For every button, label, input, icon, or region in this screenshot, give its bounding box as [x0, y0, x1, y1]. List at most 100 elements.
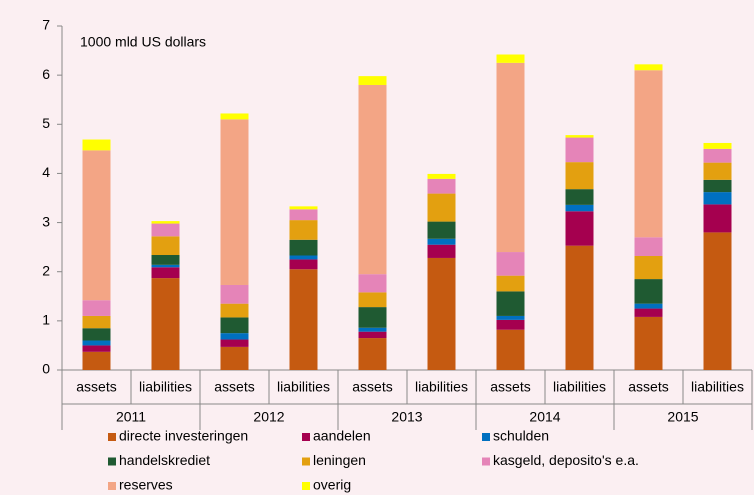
bar-segment — [151, 236, 180, 256]
y-tick-label: 2 — [42, 262, 50, 278]
bar-segment — [565, 162, 594, 190]
bar-segment — [427, 221, 456, 239]
bar-segment — [427, 193, 456, 222]
bar-segment — [151, 278, 180, 370]
x-tick-label: assets — [214, 379, 254, 395]
bar-segment — [634, 316, 663, 370]
bar-segment — [496, 291, 525, 316]
legend-swatch — [302, 433, 310, 441]
legend-swatch — [302, 482, 310, 490]
bar-segment — [703, 204, 732, 233]
bar-segment — [289, 206, 318, 210]
bar-segment — [220, 113, 249, 120]
group-label: 2015 — [667, 409, 698, 425]
y-tick-label: 5 — [42, 115, 50, 131]
y-tick-label: 3 — [42, 213, 50, 229]
bar-segment — [427, 238, 456, 245]
legend-swatch — [108, 457, 116, 466]
bar-segment — [358, 327, 387, 332]
bar-segment — [634, 279, 663, 304]
bar-segment — [703, 232, 732, 370]
bar-segment — [703, 162, 732, 180]
bar-segment — [220, 284, 249, 304]
bar-segment — [634, 64, 663, 71]
legend-swatch — [302, 457, 310, 466]
bar-segment — [220, 339, 249, 347]
bar-segment — [634, 237, 663, 256]
bar-segment — [151, 255, 180, 265]
x-tick-label: assets — [352, 379, 392, 395]
group-label: 2013 — [391, 409, 422, 425]
bar-segment — [358, 76, 387, 85]
bar-segment — [151, 264, 180, 268]
y-tick-label: 7 — [42, 17, 50, 33]
bar-segment — [220, 119, 249, 285]
bar-segment — [82, 315, 111, 329]
y-tick-label: 4 — [42, 164, 50, 180]
bar-segment — [289, 209, 318, 221]
x-tick-label: assets — [628, 379, 668, 395]
legend-label: leningen — [313, 452, 366, 468]
bar-segment — [703, 148, 732, 163]
bar-segment — [220, 333, 249, 340]
y-tick-label: 6 — [42, 66, 50, 82]
bar-segment — [565, 189, 594, 205]
bar-segment — [496, 54, 525, 63]
bar-segment — [703, 179, 732, 193]
bar-segment — [358, 307, 387, 328]
y-tick-label: 1 — [42, 312, 50, 328]
legend-swatch — [108, 482, 116, 490]
bar-segment — [634, 70, 663, 238]
legend-swatch — [108, 433, 116, 441]
bar-segment — [289, 259, 318, 270]
bar-segment — [427, 244, 456, 258]
bar-segment — [496, 62, 525, 253]
bar-segment — [565, 245, 594, 370]
x-tick-label: assets — [76, 379, 116, 395]
bar-segment — [358, 338, 387, 370]
bar-segment — [496, 252, 525, 276]
x-tick-label: liabilities — [277, 379, 330, 395]
legend-label: directe investeringen — [119, 428, 248, 444]
bar-segment — [151, 267, 180, 279]
bar-segment — [703, 142, 732, 149]
bar-segment — [151, 223, 180, 237]
bar-segment — [703, 192, 732, 205]
legend-label: handelskrediet — [119, 452, 210, 468]
bar-segment — [220, 303, 249, 318]
y-tick-label: 0 — [42, 361, 50, 377]
legend-swatch — [482, 457, 490, 466]
x-tick-label: liabilities — [553, 379, 606, 395]
legend-label: reserves — [119, 477, 173, 493]
legend-label: schulden — [493, 428, 549, 444]
bar-segment — [82, 328, 111, 341]
bar-segment — [565, 135, 594, 138]
bar-segment — [220, 346, 249, 370]
annotation: 1000 mld US dollars — [80, 34, 206, 50]
bar-segment — [496, 315, 525, 320]
bar-segment — [427, 178, 456, 194]
bar-segment — [358, 84, 387, 275]
bar-segment — [427, 173, 456, 179]
bar-segment — [289, 239, 318, 256]
bar-segment — [82, 300, 111, 316]
bar-segment — [496, 319, 525, 330]
bar-segment — [496, 329, 525, 370]
bar-segment — [289, 255, 318, 260]
bar-segment — [151, 221, 180, 224]
legend-label: kasgeld, deposito's e.a. — [493, 452, 639, 468]
bar-segment — [565, 204, 594, 212]
bar-segment — [220, 317, 249, 334]
group-label: 2011 — [116, 409, 146, 425]
group-label: 2012 — [253, 409, 284, 425]
x-tick-label: assets — [490, 379, 530, 395]
bar-segment — [565, 211, 594, 246]
legend-label: aandelen — [313, 428, 371, 444]
bar-segment — [358, 274, 387, 293]
bar-segment — [427, 257, 456, 370]
legend-label: overig — [313, 477, 351, 493]
x-tick-label: liabilities — [139, 379, 192, 395]
legend-swatch — [482, 433, 490, 441]
